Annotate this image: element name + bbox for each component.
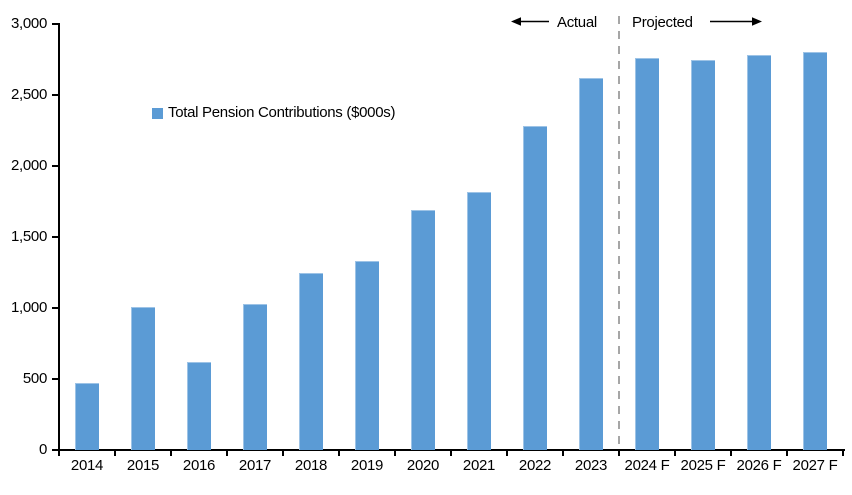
projected-arrow-icon bbox=[710, 17, 762, 26]
bar-2021 bbox=[467, 191, 491, 450]
bar-2014 bbox=[75, 383, 99, 450]
legend: Total Pension Contributions ($000s) bbox=[152, 104, 395, 122]
y-axis-line bbox=[58, 23, 60, 451]
bar-2027-f bbox=[803, 52, 827, 450]
x-axis-line bbox=[58, 449, 845, 451]
y-tick-label-500: 500 bbox=[22, 370, 47, 387]
legend-label: Total Pension Contributions ($000s) bbox=[168, 104, 396, 121]
x-tick bbox=[674, 451, 676, 456]
x-tick bbox=[394, 451, 396, 456]
actual-label: Actual bbox=[557, 14, 597, 31]
y-tick-label-2,500: 2,500 bbox=[10, 86, 47, 103]
y-tick-label-2,000: 2,000 bbox=[10, 157, 47, 174]
y-tick-2,500 bbox=[52, 94, 59, 96]
x-tick bbox=[450, 451, 452, 456]
y-tick-1,500 bbox=[52, 236, 59, 238]
x-tick bbox=[58, 451, 60, 456]
x-tick bbox=[282, 451, 284, 456]
y-tick-label-3,000: 3,000 bbox=[10, 15, 47, 32]
bar-2025-f bbox=[691, 59, 715, 450]
x-label-2015: 2015 bbox=[126, 457, 160, 474]
x-label-2021: 2021 bbox=[462, 457, 496, 474]
x-label-2014: 2014 bbox=[70, 457, 104, 474]
y-tick-0 bbox=[52, 449, 59, 451]
x-tick bbox=[730, 451, 732, 456]
x-label-2017: 2017 bbox=[238, 457, 272, 474]
x-tick bbox=[618, 451, 620, 456]
x-tick bbox=[338, 451, 340, 456]
x-tick bbox=[842, 451, 844, 456]
bar-2022 bbox=[523, 126, 547, 450]
bar-2018 bbox=[299, 272, 323, 450]
x-label-2020: 2020 bbox=[406, 457, 440, 474]
projected-label: Projected bbox=[632, 14, 693, 31]
y-tick-label-0: 0 bbox=[38, 441, 47, 458]
y-tick-label-1,000: 1,000 bbox=[10, 299, 47, 316]
bar-2017 bbox=[243, 303, 267, 450]
y-tick-3,000 bbox=[52, 23, 59, 25]
x-tick bbox=[562, 451, 564, 456]
y-tick-1,000 bbox=[52, 307, 59, 309]
x-tick bbox=[786, 451, 788, 456]
x-label-2018: 2018 bbox=[294, 457, 328, 474]
x-label-2016: 2016 bbox=[182, 457, 216, 474]
bar-2015 bbox=[131, 306, 155, 450]
x-label-2025-f: 2025 F bbox=[680, 457, 726, 474]
actual-projected-divider bbox=[618, 16, 620, 450]
legend-marker-icon bbox=[152, 107, 163, 119]
x-label-2023: 2023 bbox=[574, 457, 608, 474]
actual-arrow-icon bbox=[511, 17, 549, 26]
x-label-2027-f: 2027 F bbox=[792, 457, 838, 474]
x-label-2019: 2019 bbox=[350, 457, 384, 474]
y-tick-2,000 bbox=[52, 165, 59, 167]
x-tick bbox=[114, 451, 116, 456]
bar-2026-f bbox=[747, 55, 771, 450]
y-tick-500 bbox=[52, 378, 59, 380]
bar-2016 bbox=[187, 361, 211, 450]
x-label-2022: 2022 bbox=[518, 457, 552, 474]
x-tick bbox=[226, 451, 228, 456]
bar-2024-f bbox=[635, 58, 659, 450]
bar-2020 bbox=[411, 210, 435, 450]
x-label-2024-f: 2024 F bbox=[624, 457, 670, 474]
bar-2023 bbox=[579, 77, 603, 450]
bar-2019 bbox=[355, 261, 379, 450]
x-tick bbox=[170, 451, 172, 456]
x-label-2026-f: 2026 F bbox=[736, 457, 782, 474]
x-tick bbox=[506, 451, 508, 456]
y-tick-label-1,500: 1,500 bbox=[10, 228, 47, 245]
